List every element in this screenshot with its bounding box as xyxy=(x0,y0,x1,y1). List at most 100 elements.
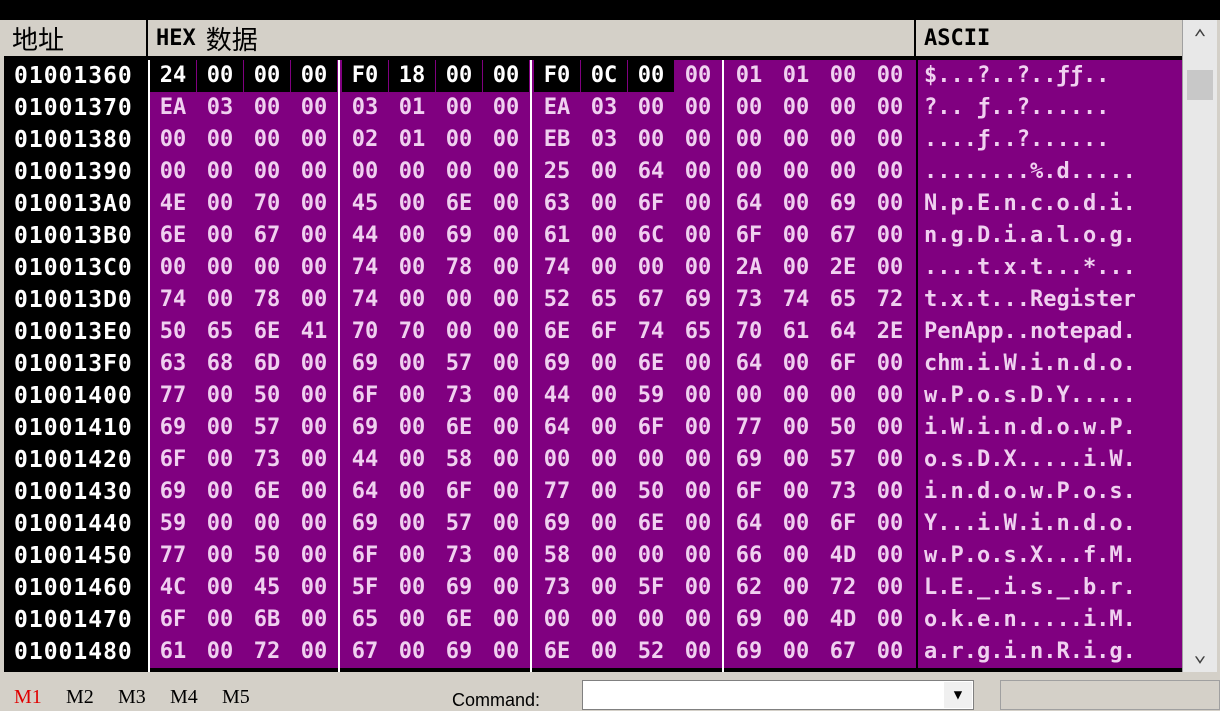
hex-byte[interactable]: 00 xyxy=(684,95,712,120)
tab-m4[interactable]: M4 xyxy=(170,686,198,708)
hex-byte[interactable]: 73 xyxy=(445,543,473,568)
hex-byte[interactable]: 00 xyxy=(206,255,234,280)
hex-byte[interactable]: 00 xyxy=(492,511,520,536)
hex-byte[interactable]: 73 xyxy=(543,575,571,600)
hex-byte[interactable]: 00 xyxy=(684,63,712,88)
hex-byte[interactable]: 00 xyxy=(300,543,328,568)
hex-byte[interactable]: 77 xyxy=(159,383,187,408)
vertical-scrollbar[interactable]: ⌃ ⌄ xyxy=(1182,20,1217,672)
ascii-cell[interactable]: ........%.d..... xyxy=(918,156,1182,188)
hex-byte[interactable]: EA xyxy=(159,95,187,120)
hex-byte[interactable]: 00 xyxy=(628,60,674,92)
hex-byte[interactable]: 01 xyxy=(782,63,810,88)
ascii-cell[interactable]: Y...i.W.i.n.d.o. xyxy=(918,508,1182,540)
hex-byte[interactable]: F0 xyxy=(342,60,388,92)
hex-byte[interactable]: 00 xyxy=(300,95,328,120)
hex-byte[interactable]: 73 xyxy=(253,447,281,472)
hex-byte[interactable]: 00 xyxy=(398,255,426,280)
hex-byte[interactable]: 00 xyxy=(543,607,571,632)
ascii-cell[interactable]: i.W.i.n.d.o.w.P. xyxy=(918,412,1182,444)
hex-byte[interactable]: 00 xyxy=(637,255,665,280)
hex-byte[interactable]: 00 xyxy=(590,415,618,440)
hex-byte[interactable]: 62 xyxy=(735,575,763,600)
hex-byte[interactable]: 00 xyxy=(159,255,187,280)
hex-byte[interactable]: 00 xyxy=(398,159,426,184)
ascii-cell[interactable]: o.s.D.X.....i.W. xyxy=(918,444,1182,476)
hex-byte[interactable]: 61 xyxy=(159,639,187,664)
hex-byte[interactable]: 01 xyxy=(735,63,763,88)
hex-byte[interactable]: 74 xyxy=(159,287,187,312)
address-cell[interactable]: 010013F0 xyxy=(4,348,148,380)
hex-byte[interactable]: 52 xyxy=(637,639,665,664)
hex-byte[interactable]: 00 xyxy=(445,127,473,152)
hex-byte[interactable]: 74 xyxy=(782,287,810,312)
hex-byte[interactable]: 00 xyxy=(590,511,618,536)
hex-byte[interactable]: 77 xyxy=(159,543,187,568)
hex-byte[interactable]: 00 xyxy=(876,63,904,88)
hex-byte[interactable]: 00 xyxy=(492,319,520,344)
hex-byte[interactable]: 69 xyxy=(159,479,187,504)
hex-byte[interactable]: 00 xyxy=(206,191,234,216)
hex-byte[interactable]: 00 xyxy=(492,159,520,184)
hex-byte[interactable]: 61 xyxy=(782,319,810,344)
hex-byte[interactable]: 00 xyxy=(492,607,520,632)
hex-byte[interactable]: 00 xyxy=(492,223,520,248)
tab-m2[interactable]: M2 xyxy=(66,686,94,708)
hex-byte[interactable]: 00 xyxy=(291,60,337,92)
chevron-up-icon[interactable]: ⌃ xyxy=(1193,25,1207,51)
hex-byte[interactable]: 00 xyxy=(300,127,328,152)
hex-byte[interactable]: 00 xyxy=(876,223,904,248)
ascii-cell[interactable]: i.n.d.o.w.P.o.s. xyxy=(918,476,1182,508)
hex-byte[interactable]: 25 xyxy=(543,159,571,184)
hex-byte[interactable]: 00 xyxy=(492,639,520,664)
hex-byte[interactable]: F0 xyxy=(534,60,580,92)
hex-byte[interactable]: 6F xyxy=(829,351,857,376)
hex-byte[interactable]: 6C xyxy=(637,223,665,248)
hex-byte[interactable]: 00 xyxy=(253,127,281,152)
hex-byte[interactable]: 72 xyxy=(829,575,857,600)
hex-byte[interactable]: 00 xyxy=(684,351,712,376)
hex-byte[interactable]: 00 xyxy=(300,383,328,408)
hex-byte[interactable]: 00 xyxy=(876,415,904,440)
hex-byte[interactable]: 00 xyxy=(684,223,712,248)
hex-byte[interactable]: 00 xyxy=(782,575,810,600)
hex-byte[interactable]: 00 xyxy=(637,543,665,568)
hex-byte[interactable]: 00 xyxy=(590,575,618,600)
hex-byte[interactable]: 00 xyxy=(684,447,712,472)
hex-byte[interactable]: 6E xyxy=(445,191,473,216)
hex-byte[interactable]: 50 xyxy=(637,479,665,504)
hex-byte[interactable]: 00 xyxy=(492,479,520,504)
address-cell[interactable]: 010013A0 xyxy=(4,188,148,220)
hex-byte[interactable]: 00 xyxy=(876,127,904,152)
tab-m5[interactable]: M5 xyxy=(222,686,250,708)
hex-byte[interactable]: 00 xyxy=(492,575,520,600)
hex-byte[interactable]: 67 xyxy=(829,223,857,248)
hex-byte[interactable]: 00 xyxy=(590,479,618,504)
chevron-down-icon[interactable]: ⌄ xyxy=(1193,641,1207,667)
ascii-cell[interactable]: o.k.e.n.....i.M. xyxy=(918,604,1182,636)
hex-byte[interactable]: 00 xyxy=(300,255,328,280)
command-dropdown-button[interactable]: ▼ xyxy=(944,682,972,708)
hex-byte[interactable]: 00 xyxy=(876,511,904,536)
address-cell[interactable]: 01001400 xyxy=(4,380,148,412)
hex-byte[interactable]: 6B xyxy=(253,607,281,632)
hex-byte[interactable]: 57 xyxy=(445,511,473,536)
ascii-column-header[interactable]: ASCII xyxy=(916,20,1182,58)
ascii-cell[interactable]: L.E._.i.s._.b.r. xyxy=(918,572,1182,604)
hex-byte[interactable]: 00 xyxy=(782,351,810,376)
hex-byte[interactable]: 00 xyxy=(253,159,281,184)
hex-byte[interactable]: 00 xyxy=(590,543,618,568)
hex-byte[interactable]: 00 xyxy=(543,447,571,472)
hex-byte[interactable]: 65 xyxy=(829,287,857,312)
hex-byte[interactable]: EB xyxy=(543,127,571,152)
hex-byte[interactable]: 00 xyxy=(684,415,712,440)
ascii-cell[interactable]: PenApp..notepad. xyxy=(918,316,1182,348)
hex-byte[interactable]: 03 xyxy=(351,95,379,120)
hex-byte[interactable]: 00 xyxy=(300,287,328,312)
hex-byte[interactable]: 6E xyxy=(253,479,281,504)
hex-byte[interactable]: 00 xyxy=(300,479,328,504)
hex-byte[interactable]: 00 xyxy=(876,543,904,568)
hex-byte[interactable]: 00 xyxy=(300,575,328,600)
hex-byte[interactable]: 2A xyxy=(735,255,763,280)
hex-byte[interactable]: 66 xyxy=(735,543,763,568)
